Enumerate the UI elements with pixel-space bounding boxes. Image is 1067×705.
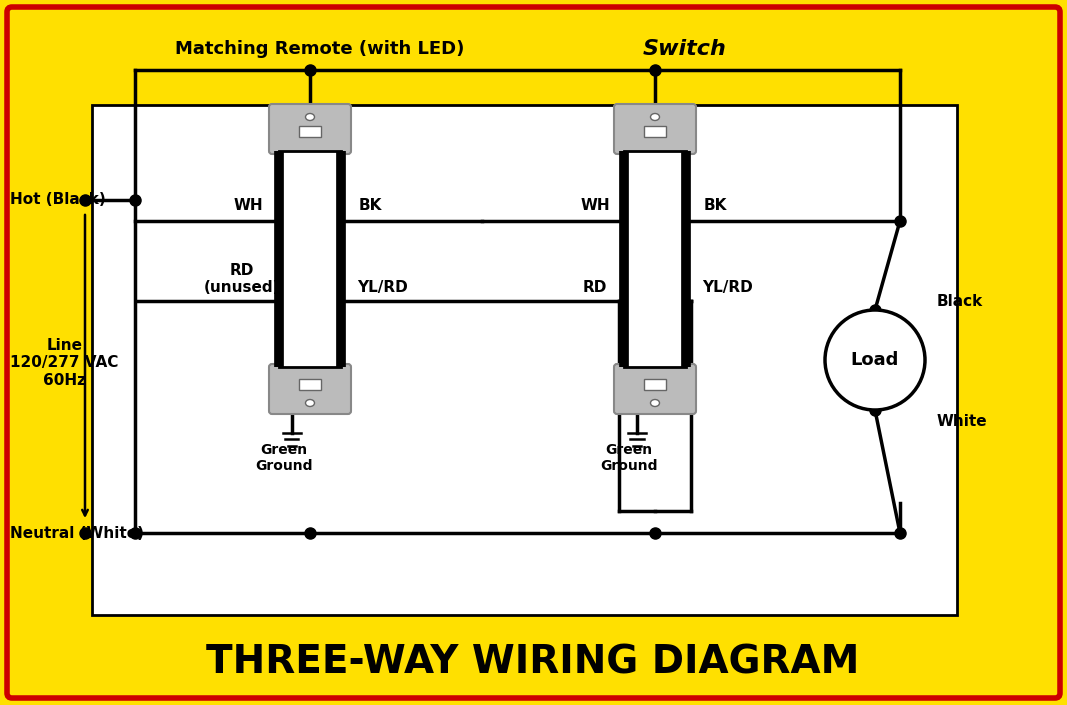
Text: Load: Load — [850, 351, 899, 369]
Text: Matching Remote (with LED): Matching Remote (with LED) — [175, 40, 465, 58]
Bar — [299, 126, 321, 137]
Bar — [278, 151, 341, 367]
Text: THREE-WAY WIRING DIAGRAM: THREE-WAY WIRING DIAGRAM — [206, 644, 860, 682]
Text: White: White — [937, 415, 988, 429]
FancyBboxPatch shape — [7, 7, 1060, 698]
FancyBboxPatch shape — [614, 364, 696, 414]
Text: Green
Ground: Green Ground — [601, 443, 657, 473]
Ellipse shape — [651, 400, 659, 407]
Bar — [92, 105, 957, 615]
Text: Switch: Switch — [643, 39, 727, 59]
Text: RD
(unused): RD (unused) — [204, 262, 281, 295]
Text: Green
Ground: Green Ground — [255, 443, 313, 473]
Ellipse shape — [651, 114, 659, 121]
Bar — [299, 379, 321, 390]
Bar — [644, 379, 666, 390]
Text: RD: RD — [583, 280, 607, 295]
Text: BK: BK — [359, 198, 382, 213]
FancyBboxPatch shape — [269, 364, 351, 414]
Text: WH: WH — [580, 198, 610, 213]
FancyBboxPatch shape — [269, 104, 351, 154]
Text: BK: BK — [703, 198, 727, 213]
Ellipse shape — [305, 114, 315, 121]
Text: Black: Black — [937, 295, 984, 309]
Bar — [644, 126, 666, 137]
Text: YL/RD: YL/RD — [702, 280, 752, 295]
FancyBboxPatch shape — [614, 104, 696, 154]
Text: Line
120/277 VAC
60Hz: Line 120/277 VAC 60Hz — [10, 338, 118, 388]
Text: Neutral (White): Neutral (White) — [10, 525, 144, 541]
Text: YL/RD: YL/RD — [356, 280, 408, 295]
Text: Hot (Black): Hot (Black) — [10, 192, 106, 207]
Circle shape — [825, 310, 925, 410]
Bar — [624, 151, 686, 367]
Text: WH: WH — [234, 198, 262, 213]
Ellipse shape — [305, 400, 315, 407]
